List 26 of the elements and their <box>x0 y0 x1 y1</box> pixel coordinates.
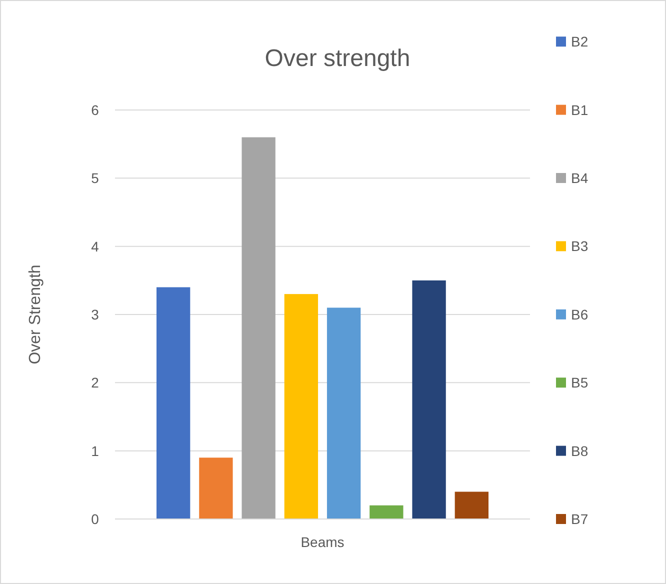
y-tick-label: 1 <box>91 442 100 459</box>
y-tick-label: 3 <box>91 306 100 322</box>
y-tick-label: 4 <box>91 238 100 254</box>
y-tick-label: 5 <box>91 170 100 186</box>
bar <box>199 458 233 519</box>
legend-label: B4 <box>571 170 588 186</box>
bar <box>242 137 276 519</box>
bar <box>412 280 446 519</box>
chart-title: Over strength <box>264 45 410 72</box>
x-tick-label: Beams <box>300 534 344 550</box>
y-axis-title: Over Strength <box>27 264 44 364</box>
y-tick-label: 0 <box>91 511 100 527</box>
bar <box>454 492 488 519</box>
legend-label: B1 <box>571 102 588 118</box>
bar <box>156 287 190 519</box>
bar <box>326 308 361 519</box>
y-tick-label: 6 <box>91 102 100 118</box>
legend-label: B3 <box>571 238 588 254</box>
legend-label: B5 <box>571 374 588 391</box>
legend-label: B7 <box>571 511 588 527</box>
legend-label: B6 <box>571 306 588 322</box>
bar <box>284 294 318 519</box>
y-tick-label: 2 <box>91 374 100 391</box>
legend-label: B2 <box>571 34 588 50</box>
legend-label: B8 <box>571 442 588 459</box>
bar <box>370 505 404 519</box>
